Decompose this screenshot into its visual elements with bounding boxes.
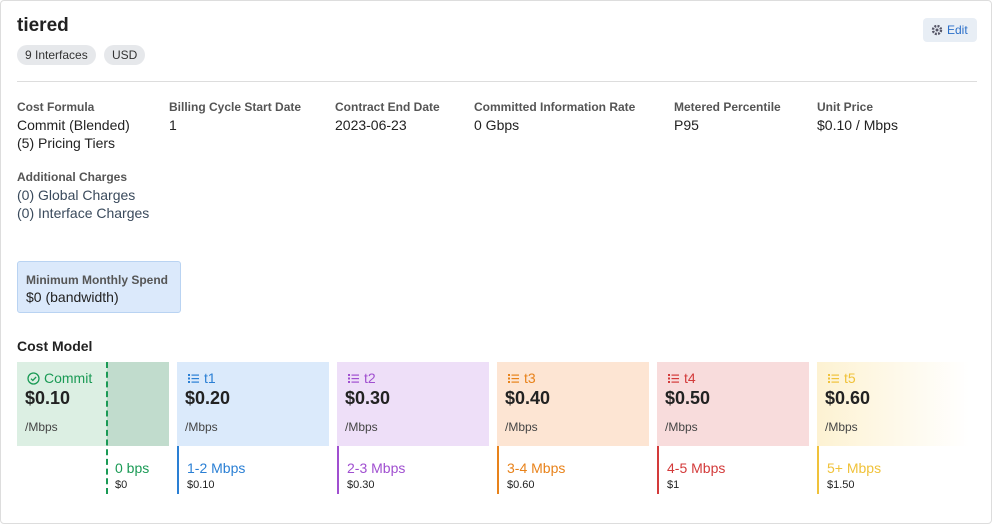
tier-line: [817, 446, 819, 494]
field-value: (0) Interface Charges: [17, 205, 150, 221]
badge: USD: [104, 45, 146, 65]
tier-line: [497, 446, 499, 494]
field-label: Committed Information Rate: [474, 100, 636, 114]
tier-range: 0 bps: [115, 460, 150, 476]
tier-column: t3 $0.40/Mbps 3-4 Mbps $0.60: [497, 362, 649, 494]
tier-name: t4: [684, 370, 696, 386]
tier-column: t5 $0.60/Mbps 5+ Mbps $1.50: [817, 362, 969, 494]
section-title: Cost Model: [17, 338, 93, 354]
tier-range-price: $1.50: [827, 479, 855, 491]
field-value: P95: [674, 117, 699, 133]
field-value: (5) Pricing Tiers: [17, 135, 116, 151]
tier-unit: /Mbps: [665, 420, 698, 434]
minimum-spend-box: Minimum Monthly Spend $0 (bandwidth): [17, 261, 181, 313]
tier-icon: [668, 373, 679, 383]
tier-icon: [508, 373, 519, 383]
tier-price: $0.60: [825, 388, 871, 408]
tier-range-price: $0: [115, 479, 128, 491]
tier-box: t1 $0.20/Mbps: [177, 362, 329, 446]
tier-header: t1: [187, 370, 216, 386]
tier-header: t5: [827, 370, 856, 386]
tier-icon: [27, 371, 40, 385]
tier-price: $0.20: [185, 388, 231, 408]
field-label: Contract End Date: [335, 100, 440, 114]
commit-line: [106, 362, 108, 494]
tier-box: t2 $0.30/Mbps: [337, 362, 489, 446]
tier-range-price: $0.30: [347, 479, 375, 491]
tier-range-price: $0.10: [187, 479, 215, 491]
tier-column: t2 $0.30/Mbps 2-3 Mbps $0.30: [337, 362, 489, 494]
tier-name: t2: [364, 370, 376, 386]
divider: [17, 81, 977, 82]
field-value: $0.10 / Mbps: [817, 117, 898, 133]
tier-range: 4-5 Mbps: [667, 460, 726, 476]
tier-price: $0.50: [665, 388, 711, 408]
tier-unit: /Mbps: [185, 420, 218, 434]
field-label: Metered Percentile: [674, 100, 781, 114]
field-value: 1: [169, 117, 177, 133]
tier-price: $0.30: [345, 388, 391, 408]
field-value: 0 Gbps: [474, 117, 520, 133]
tier-unit: /Mbps: [825, 420, 858, 434]
field-value: (0) Global Charges: [17, 187, 136, 203]
tier-column: t4 $0.50/Mbps 4-5 Mbps $1: [657, 362, 809, 494]
tier-line: [177, 446, 179, 494]
tier-header: t4: [667, 370, 696, 386]
tier-name: t5: [844, 370, 856, 386]
edit-button[interactable]: Edit: [923, 18, 977, 42]
field-label: Billing Cycle Start Date: [169, 100, 302, 114]
tier-name: Commit: [44, 370, 93, 386]
tier-icon: [348, 373, 359, 383]
tier-box: Commit $0.10/Mbps: [17, 362, 169, 446]
tier-range: 1-2 Mbps: [187, 460, 246, 476]
field-value: Commit (Blended): [17, 117, 130, 133]
tier-icon: [828, 373, 839, 383]
field-value: $0 (bandwidth): [26, 289, 119, 305]
tier-name: t3: [524, 370, 536, 386]
tier-unit: /Mbps: [345, 420, 378, 434]
tier-price: $0.10: [25, 388, 71, 408]
tier-line: [337, 446, 339, 494]
tier-icon: [188, 373, 199, 383]
tier-header: Commit: [27, 370, 92, 386]
tier-box: t5 $0.60/Mbps: [817, 362, 969, 446]
tier-line: [657, 446, 659, 494]
tier-box: t4 $0.50/Mbps: [657, 362, 809, 446]
tier-box: t3 $0.40/Mbps: [497, 362, 649, 446]
tier-column: Commit $0.10/Mbps 0 bps $0: [17, 362, 169, 494]
tier-range: 2-3 Mbps: [347, 460, 406, 476]
title: tiered: [17, 15, 69, 36]
field-value: 2023-06-23: [335, 117, 407, 133]
badge: 9 Interfaces: [17, 45, 96, 65]
field-label: Minimum Monthly Spend: [26, 273, 168, 287]
tier-unit: /Mbps: [25, 420, 58, 434]
tier-range: 3-4 Mbps: [507, 460, 566, 476]
tier-header: t3: [507, 370, 536, 386]
tier-range-price: $1: [667, 479, 680, 491]
field-label: Additional Charges: [17, 170, 128, 184]
tier-column: t1 $0.20/Mbps 1-2 Mbps $0.10: [177, 362, 329, 494]
tier-header: t2: [347, 370, 376, 386]
tier-price: $0.40: [505, 388, 551, 408]
tier-range: 5+ Mbps: [827, 460, 882, 476]
tier-range-price: $0.60: [507, 479, 535, 491]
edit-label: Edit: [947, 23, 968, 37]
gear-icon: [931, 24, 943, 36]
field-label: Unit Price: [817, 100, 874, 114]
tier-unit: /Mbps: [505, 420, 538, 434]
tier-name: t1: [204, 370, 216, 386]
field-label: Cost Formula: [17, 100, 95, 114]
